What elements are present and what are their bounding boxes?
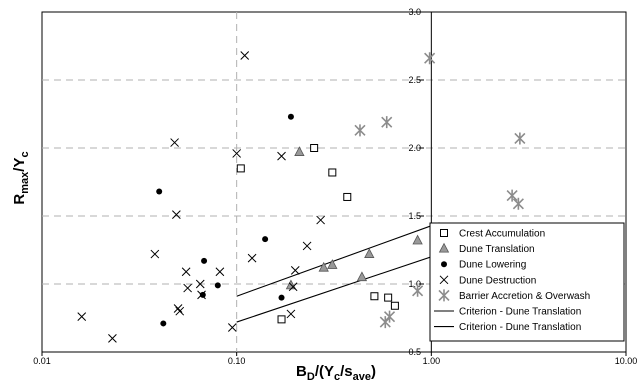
data-point <box>286 309 296 319</box>
data-point <box>215 267 225 277</box>
data-point <box>310 144 319 152</box>
legend-marker <box>441 261 447 268</box>
x-label-sub2: c <box>334 371 340 382</box>
y-tick-label: 2.5 <box>408 75 421 85</box>
x-tick-label: 10.00 <box>615 356 637 366</box>
data-point <box>227 323 237 332</box>
x-label-end: ) <box>371 363 376 380</box>
data-point <box>214 282 221 289</box>
data-point <box>277 151 286 161</box>
data-point <box>156 188 163 195</box>
data-point <box>506 189 518 202</box>
data-point <box>364 248 375 258</box>
data-point <box>356 271 368 282</box>
data-point <box>424 52 436 65</box>
criterion-lines <box>236 222 440 323</box>
legend-label: Barrier Accretion & Overwash <box>459 291 590 302</box>
legend: Crest Accumulation Dune Translation Dune L… <box>429 222 625 342</box>
data-point <box>160 320 167 327</box>
y-tick-label: 2.0 <box>408 143 421 153</box>
data-point <box>390 301 399 310</box>
data-point <box>199 291 206 298</box>
y-tick-label: 0.5 <box>408 347 421 357</box>
legend-marker <box>440 229 448 237</box>
data-point <box>514 132 526 145</box>
y-tick-label: 1.0 <box>408 279 421 289</box>
data-point <box>512 197 524 210</box>
data-point <box>195 279 205 289</box>
data-point <box>277 315 286 324</box>
data-point <box>412 234 423 245</box>
data-point <box>302 241 312 251</box>
x-tick-label: 0.10 <box>228 356 246 366</box>
data-point <box>316 215 325 225</box>
x-axis-label: BD/(Yc/save) <box>296 363 376 382</box>
data-point <box>327 259 338 269</box>
data-point <box>232 149 242 158</box>
data-point <box>236 164 245 173</box>
y-tick-label: 1.5 <box>408 211 421 221</box>
data-point <box>172 210 181 219</box>
data-point <box>370 292 379 301</box>
data-point <box>412 284 424 297</box>
legend-label: Crest Accumulation <box>459 229 545 240</box>
y-label-mid: /Y <box>11 158 28 172</box>
data-point <box>278 294 285 301</box>
y-axis-label: Rmax/Yc <box>11 151 31 204</box>
data-point <box>287 113 294 120</box>
data-point <box>77 312 87 321</box>
data-point <box>294 146 305 156</box>
data-point <box>379 316 391 329</box>
data-points <box>77 51 526 343</box>
data-point <box>290 266 300 275</box>
data-point <box>240 51 250 60</box>
data-point <box>150 249 160 259</box>
data-point <box>197 290 206 300</box>
y-label-sub2: c <box>19 151 31 157</box>
data-point <box>181 267 191 277</box>
legend-label: Criterion - Dune Translation <box>459 322 581 333</box>
data-point <box>175 306 185 316</box>
legend-label: Dune Translation <box>459 244 535 255</box>
criterion-line <box>236 253 440 323</box>
legend-marker <box>439 275 449 285</box>
legend-marker <box>438 242 450 253</box>
criterion-line <box>236 222 440 297</box>
tick-layer: 0.5 1.0 1.5 2.0 2.5 3.0 0.01 0.10 1.00 10.00 <box>33 7 637 366</box>
data-point <box>183 283 193 293</box>
legend-label: Dune Lowering <box>459 260 526 271</box>
data-point <box>381 116 393 129</box>
y-tick-label: 3.0 <box>408 7 421 17</box>
data-point <box>173 304 183 313</box>
y-label-sub1: max <box>19 171 31 194</box>
data-point <box>170 138 179 147</box>
x-tick-label: 1.00 <box>423 356 441 366</box>
data-point <box>384 293 393 302</box>
legend-items: Crest Accumulation Dune Translation Dune L… <box>434 229 590 333</box>
data-point <box>328 168 337 177</box>
data-point <box>383 310 396 323</box>
data-point <box>262 236 269 243</box>
legend-box <box>429 222 625 342</box>
x-label-sub3: ave <box>353 371 371 382</box>
data-point <box>108 334 117 343</box>
x-label-mid2: /s <box>340 363 353 380</box>
data-point <box>247 253 257 263</box>
x-label-sub1: D <box>307 371 315 382</box>
legend-label: Criterion - Dune Translation <box>459 307 581 318</box>
x-label-main: B <box>296 363 307 380</box>
legend-marker <box>438 289 450 302</box>
legend-label: Dune Destruction <box>459 275 536 286</box>
data-point <box>201 257 208 264</box>
x-tick-label: 0.01 <box>33 356 51 366</box>
data-point <box>288 282 298 292</box>
data-point <box>354 124 366 137</box>
y-label-main: R <box>11 194 28 205</box>
data-point <box>343 192 352 201</box>
x-label-mid1: /(Y <box>315 363 334 380</box>
data-point <box>318 261 329 272</box>
